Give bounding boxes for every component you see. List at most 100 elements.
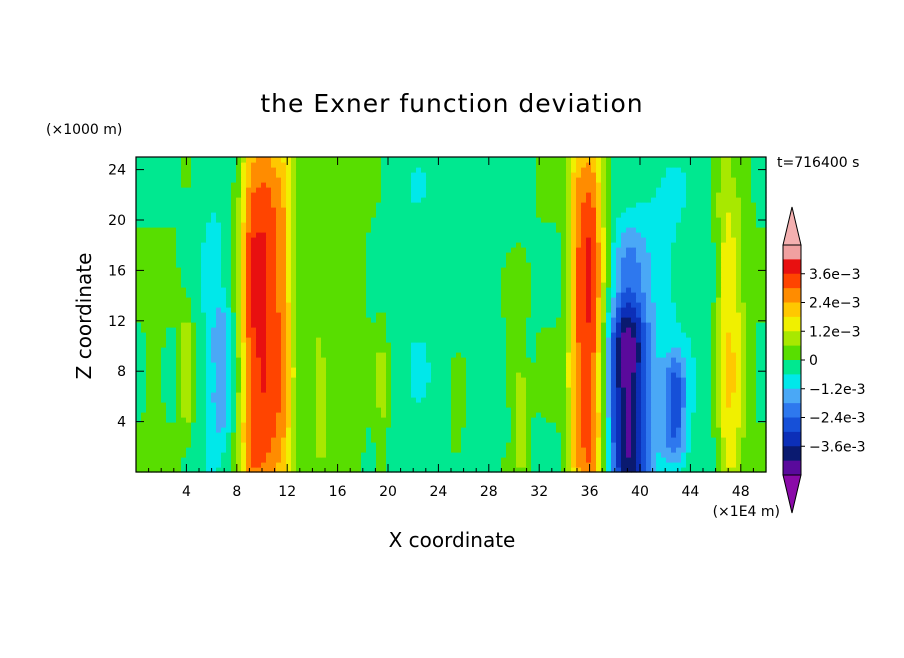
field-cell xyxy=(676,277,682,283)
field-cell xyxy=(596,352,602,358)
field-cell xyxy=(581,422,587,428)
field-cell xyxy=(536,287,542,293)
field-cell xyxy=(656,327,662,333)
field-cell xyxy=(221,422,227,428)
field-cell xyxy=(681,332,687,338)
field-cell xyxy=(691,422,697,428)
field-cell xyxy=(496,347,502,353)
field-cell xyxy=(156,282,162,288)
field-cell xyxy=(631,322,637,328)
field-cell xyxy=(731,417,737,423)
field-cell xyxy=(741,392,747,398)
field-cell xyxy=(646,302,652,308)
field-cell xyxy=(406,347,412,353)
field-cell xyxy=(656,352,662,358)
field-cell xyxy=(446,382,452,388)
field-cell xyxy=(181,277,187,283)
field-cell xyxy=(156,442,162,448)
field-cell xyxy=(476,382,482,388)
field-cell xyxy=(531,462,537,468)
field-cell xyxy=(676,442,682,448)
field-cell xyxy=(606,327,612,333)
field-cell xyxy=(321,377,327,383)
field-cell xyxy=(596,432,602,438)
field-cell xyxy=(291,437,297,443)
field-cell xyxy=(706,362,712,368)
field-cell xyxy=(211,352,217,358)
field-cell xyxy=(696,302,702,308)
field-cell xyxy=(401,312,407,318)
field-cell xyxy=(391,342,397,348)
field-cell xyxy=(736,302,742,308)
field-cell xyxy=(631,412,637,418)
field-cell xyxy=(241,357,247,363)
field-cell xyxy=(311,302,317,308)
field-cell xyxy=(686,337,692,343)
field-cell xyxy=(281,417,287,423)
field-cell xyxy=(166,382,172,388)
field-cell xyxy=(271,407,277,413)
field-cell xyxy=(526,467,532,473)
field-cell xyxy=(346,452,352,458)
field-cell xyxy=(496,457,502,463)
field-cell xyxy=(216,352,222,358)
field-cell xyxy=(161,372,167,378)
field-cell xyxy=(271,427,277,433)
field-cell xyxy=(136,422,142,428)
field-cell xyxy=(531,282,537,288)
field-cell xyxy=(746,337,752,343)
field-cell xyxy=(386,407,392,413)
field-cell xyxy=(206,312,212,318)
field-cell xyxy=(661,442,667,448)
field-cell xyxy=(746,467,752,473)
field-cell xyxy=(171,432,177,438)
field-cell xyxy=(411,337,417,343)
field-cell xyxy=(406,352,412,358)
field-cell xyxy=(311,437,317,443)
field-cell xyxy=(401,382,407,388)
field-cell xyxy=(591,377,597,383)
field-cell xyxy=(241,272,247,278)
field-cell xyxy=(301,292,307,298)
field-cell xyxy=(661,427,667,433)
field-cell xyxy=(551,327,557,333)
field-cell xyxy=(206,377,212,383)
field-cell xyxy=(156,362,162,368)
field-cell xyxy=(536,347,542,353)
field-cell xyxy=(651,322,657,328)
field-cell xyxy=(356,337,362,343)
field-cell xyxy=(156,447,162,453)
field-cell xyxy=(416,272,422,278)
field-cell xyxy=(476,342,482,348)
field-cell xyxy=(286,452,292,458)
field-cell xyxy=(341,417,347,423)
field-cell xyxy=(161,337,167,343)
field-cell xyxy=(421,282,427,288)
field-cell xyxy=(156,382,162,388)
field-cell xyxy=(161,467,167,473)
field-cell xyxy=(326,357,332,363)
field-cell xyxy=(326,312,332,318)
field-cell xyxy=(391,337,397,343)
field-cell xyxy=(721,422,727,428)
field-cell xyxy=(216,272,222,278)
field-cell xyxy=(406,282,412,288)
field-cell xyxy=(486,397,492,403)
field-cell xyxy=(516,297,522,303)
field-cell xyxy=(241,457,247,463)
field-cell xyxy=(521,312,527,318)
field-cell xyxy=(216,417,222,423)
field-cell xyxy=(571,432,577,438)
field-cell xyxy=(186,392,192,398)
field-cell xyxy=(231,377,237,383)
field-cell xyxy=(676,342,682,348)
field-cell xyxy=(281,292,287,298)
field-cell xyxy=(326,442,332,448)
field-cell xyxy=(286,382,292,388)
field-cell xyxy=(651,342,657,348)
field-cell xyxy=(456,367,462,373)
field-cell xyxy=(531,312,537,318)
field-cell xyxy=(521,277,527,283)
field-cell xyxy=(176,342,182,348)
field-cell xyxy=(476,427,482,433)
